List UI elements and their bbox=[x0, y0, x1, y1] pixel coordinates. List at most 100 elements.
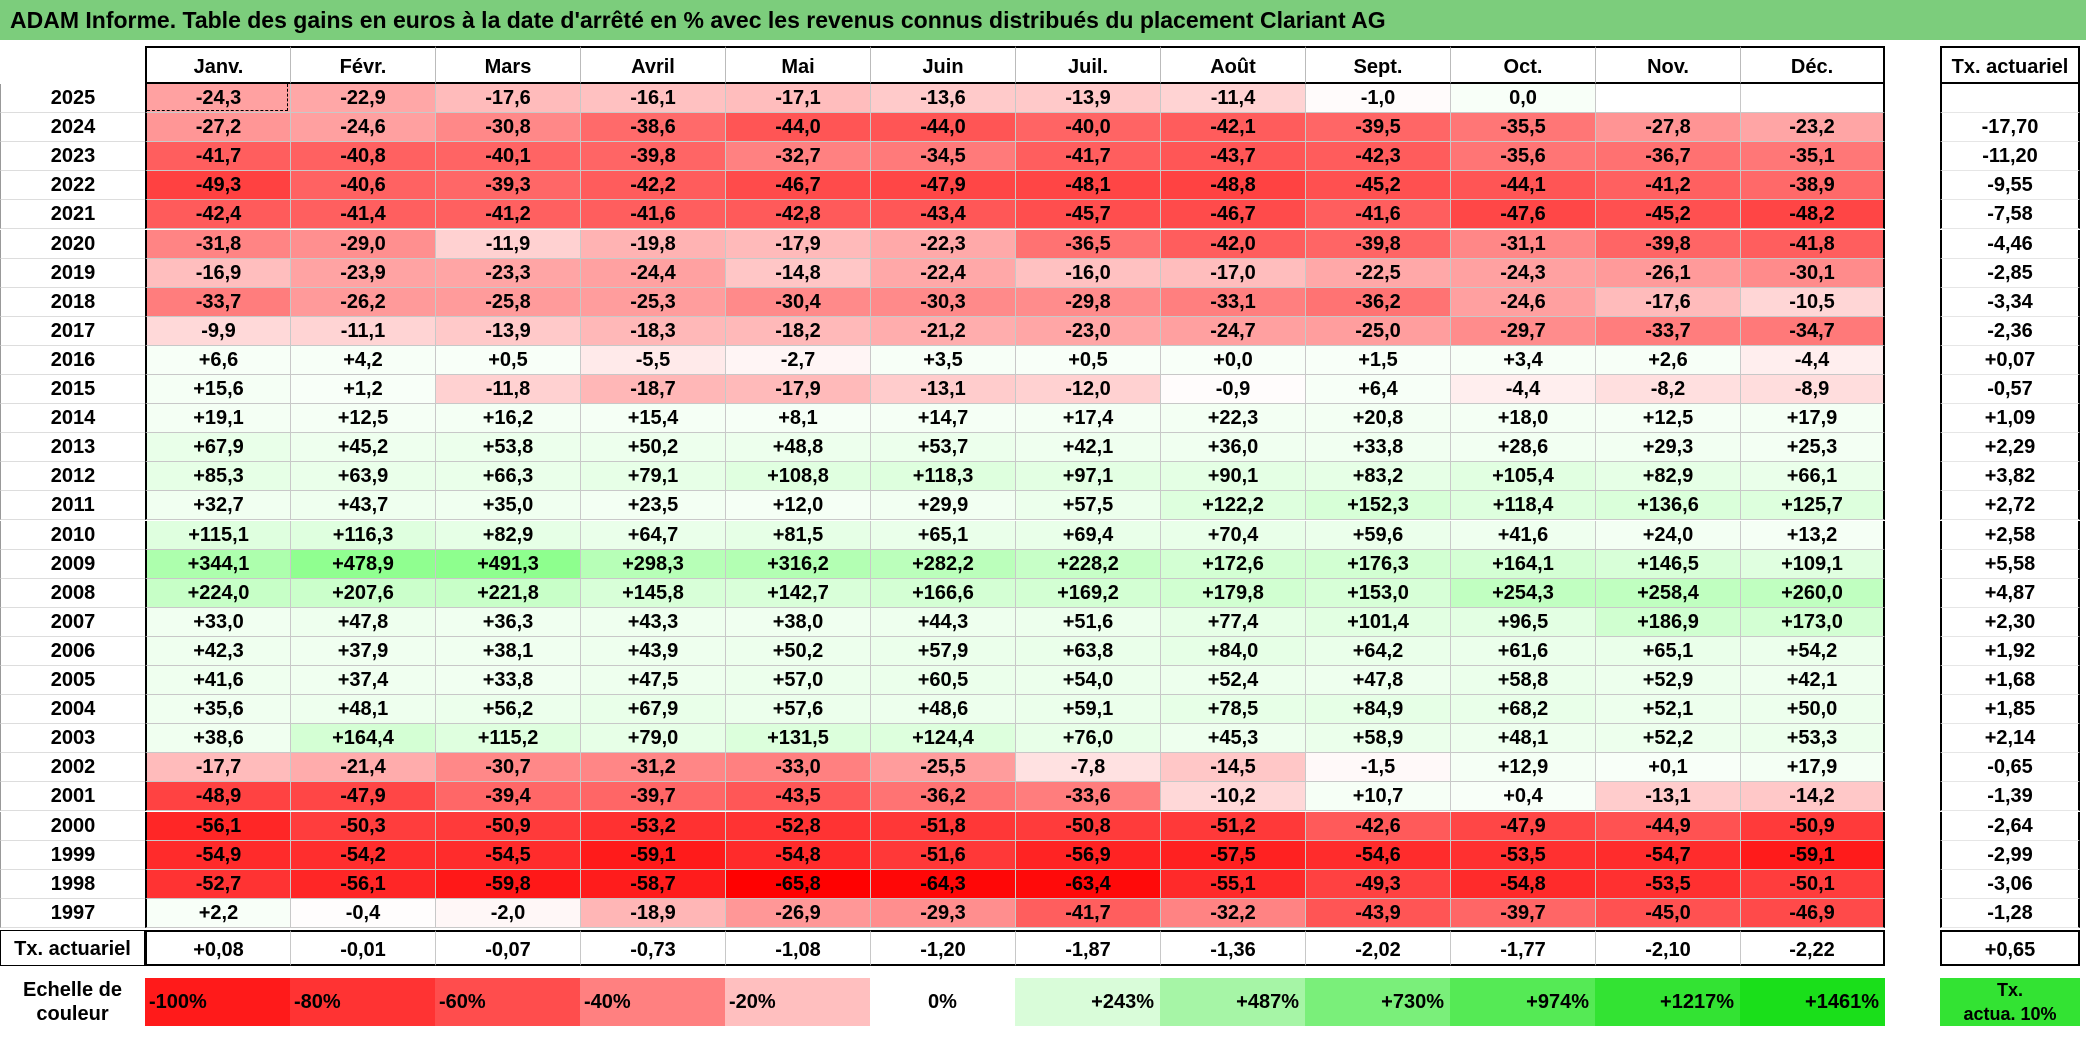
value-cell: +44,3 bbox=[870, 607, 1015, 637]
value-cell: +42,3 bbox=[145, 636, 290, 666]
value-cell: -64,3 bbox=[870, 869, 1015, 899]
value-cell: -31,2 bbox=[580, 753, 725, 783]
value-cell: +108,8 bbox=[725, 462, 870, 492]
value-cell: -33,7 bbox=[1595, 316, 1740, 346]
footer-value: -2,02 bbox=[1305, 929, 1450, 966]
value-cell: -17,6 bbox=[1595, 287, 1740, 317]
value-cell: -33,7 bbox=[145, 287, 290, 317]
value-cell: -7,8 bbox=[1015, 753, 1160, 783]
value-cell: -22,5 bbox=[1305, 258, 1450, 288]
value-cell: +28,6 bbox=[1450, 433, 1595, 463]
value-cell: -38,9 bbox=[1740, 171, 1885, 201]
tx-value: -2,99 bbox=[1940, 840, 2080, 870]
value-cell: +35,0 bbox=[435, 491, 580, 521]
tx-value: +2,30 bbox=[1940, 607, 2080, 637]
value-cell: +145,8 bbox=[580, 578, 725, 608]
value-cell: -50,3 bbox=[290, 811, 435, 841]
value-cell: +79,1 bbox=[580, 462, 725, 492]
value-cell: -13,6 bbox=[870, 84, 1015, 114]
value-cell: -35,5 bbox=[1450, 113, 1595, 143]
year-label: 2010 bbox=[0, 520, 145, 550]
scale-swatch: -80% bbox=[290, 977, 435, 1026]
value-cell: -48,8 bbox=[1160, 171, 1305, 201]
value-cell: +491,3 bbox=[435, 549, 580, 579]
value-cell: +61,6 bbox=[1450, 636, 1595, 666]
month-header: Mai bbox=[725, 46, 870, 84]
scale-tx-line: Tx. bbox=[1996, 979, 2023, 1000]
tx-value bbox=[1940, 84, 2080, 114]
value-cell: +282,2 bbox=[870, 549, 1015, 579]
value-cell: -21,4 bbox=[290, 753, 435, 783]
value-cell: -13,1 bbox=[1595, 782, 1740, 812]
value-cell: +12,5 bbox=[290, 404, 435, 434]
value-cell: +18,0 bbox=[1450, 404, 1595, 434]
value-cell: +153,0 bbox=[1305, 578, 1450, 608]
value-cell: -27,2 bbox=[145, 113, 290, 143]
value-cell: +45,3 bbox=[1160, 724, 1305, 754]
year-label: 2021 bbox=[0, 200, 145, 230]
value-cell: -13,9 bbox=[435, 316, 580, 346]
value-cell: +105,4 bbox=[1450, 462, 1595, 492]
value-cell: -57,5 bbox=[1160, 840, 1305, 870]
scale-swatch: +243% bbox=[1015, 977, 1160, 1026]
value-cell: -41,7 bbox=[1015, 142, 1160, 172]
value-cell: -39,4 bbox=[435, 782, 580, 812]
tx-value: +2,29 bbox=[1940, 433, 2080, 463]
value-cell: +48,8 bbox=[725, 433, 870, 463]
value-cell: -40,0 bbox=[1015, 113, 1160, 143]
value-cell: -51,2 bbox=[1160, 811, 1305, 841]
tx-value: -0,57 bbox=[1940, 375, 2080, 405]
value-cell: +478,9 bbox=[290, 549, 435, 579]
value-cell: -41,6 bbox=[1305, 200, 1450, 230]
tx-header: Tx. actuariel bbox=[1940, 46, 2080, 84]
value-cell: -42,0 bbox=[1160, 229, 1305, 259]
value-cell: +142,7 bbox=[725, 578, 870, 608]
value-cell: -32,7 bbox=[725, 142, 870, 172]
value-cell: -52,8 bbox=[725, 811, 870, 841]
value-cell: -22,4 bbox=[870, 258, 1015, 288]
value-cell: +38,1 bbox=[435, 636, 580, 666]
value-cell: +43,9 bbox=[580, 636, 725, 666]
value-cell: 0,0 bbox=[1450, 84, 1595, 114]
value-cell: -18,9 bbox=[580, 898, 725, 928]
value-cell: +115,1 bbox=[145, 520, 290, 550]
value-cell: -56,1 bbox=[145, 811, 290, 841]
value-cell: -40,1 bbox=[435, 142, 580, 172]
value-cell: +70,4 bbox=[1160, 520, 1305, 550]
year-label: 2018 bbox=[0, 287, 145, 317]
value-cell: -45,2 bbox=[1595, 200, 1740, 230]
value-cell: -39,7 bbox=[580, 782, 725, 812]
value-cell: +3,5 bbox=[870, 345, 1015, 375]
value-cell: +25,3 bbox=[1740, 433, 1885, 463]
value-cell: +97,1 bbox=[1015, 462, 1160, 492]
value-cell: +0,5 bbox=[1015, 345, 1160, 375]
value-cell: +85,3 bbox=[145, 462, 290, 492]
tx-value: +4,87 bbox=[1940, 578, 2080, 608]
value-cell: -46,9 bbox=[1740, 898, 1885, 928]
value-cell: -56,9 bbox=[1015, 840, 1160, 870]
value-cell: +52,2 bbox=[1595, 724, 1740, 754]
tx-value: -17,70 bbox=[1940, 113, 2080, 143]
value-cell: -45,0 bbox=[1595, 898, 1740, 928]
value-cell: -42,6 bbox=[1305, 811, 1450, 841]
year-label: 2008 bbox=[0, 578, 145, 608]
value-cell: -18,2 bbox=[725, 316, 870, 346]
tx-value: +1,92 bbox=[1940, 636, 2080, 666]
value-cell: +131,5 bbox=[725, 724, 870, 754]
month-header: Mars bbox=[435, 46, 580, 84]
page-title: ADAM Informe. Table des gains en euros à… bbox=[0, 0, 2086, 40]
month-header: Janv. bbox=[145, 46, 290, 84]
value-cell bbox=[1740, 84, 1885, 114]
value-cell: +66,1 bbox=[1740, 462, 1885, 492]
value-cell: -51,8 bbox=[870, 811, 1015, 841]
value-cell: +136,6 bbox=[1595, 491, 1740, 521]
returns-table: Janv. Févr. Mars Avril Mai Juin Juil. Août Sept.… bbox=[0, 46, 2086, 1032]
value-cell: -14,5 bbox=[1160, 753, 1305, 783]
value-cell: -23,2 bbox=[1740, 113, 1885, 143]
value-cell: -9,9 bbox=[145, 316, 290, 346]
value-cell: +20,8 bbox=[1305, 404, 1450, 434]
value-cell: -43,7 bbox=[1160, 142, 1305, 172]
value-cell: +164,1 bbox=[1450, 549, 1595, 579]
value-cell: +172,6 bbox=[1160, 549, 1305, 579]
value-cell: -10,5 bbox=[1740, 287, 1885, 317]
